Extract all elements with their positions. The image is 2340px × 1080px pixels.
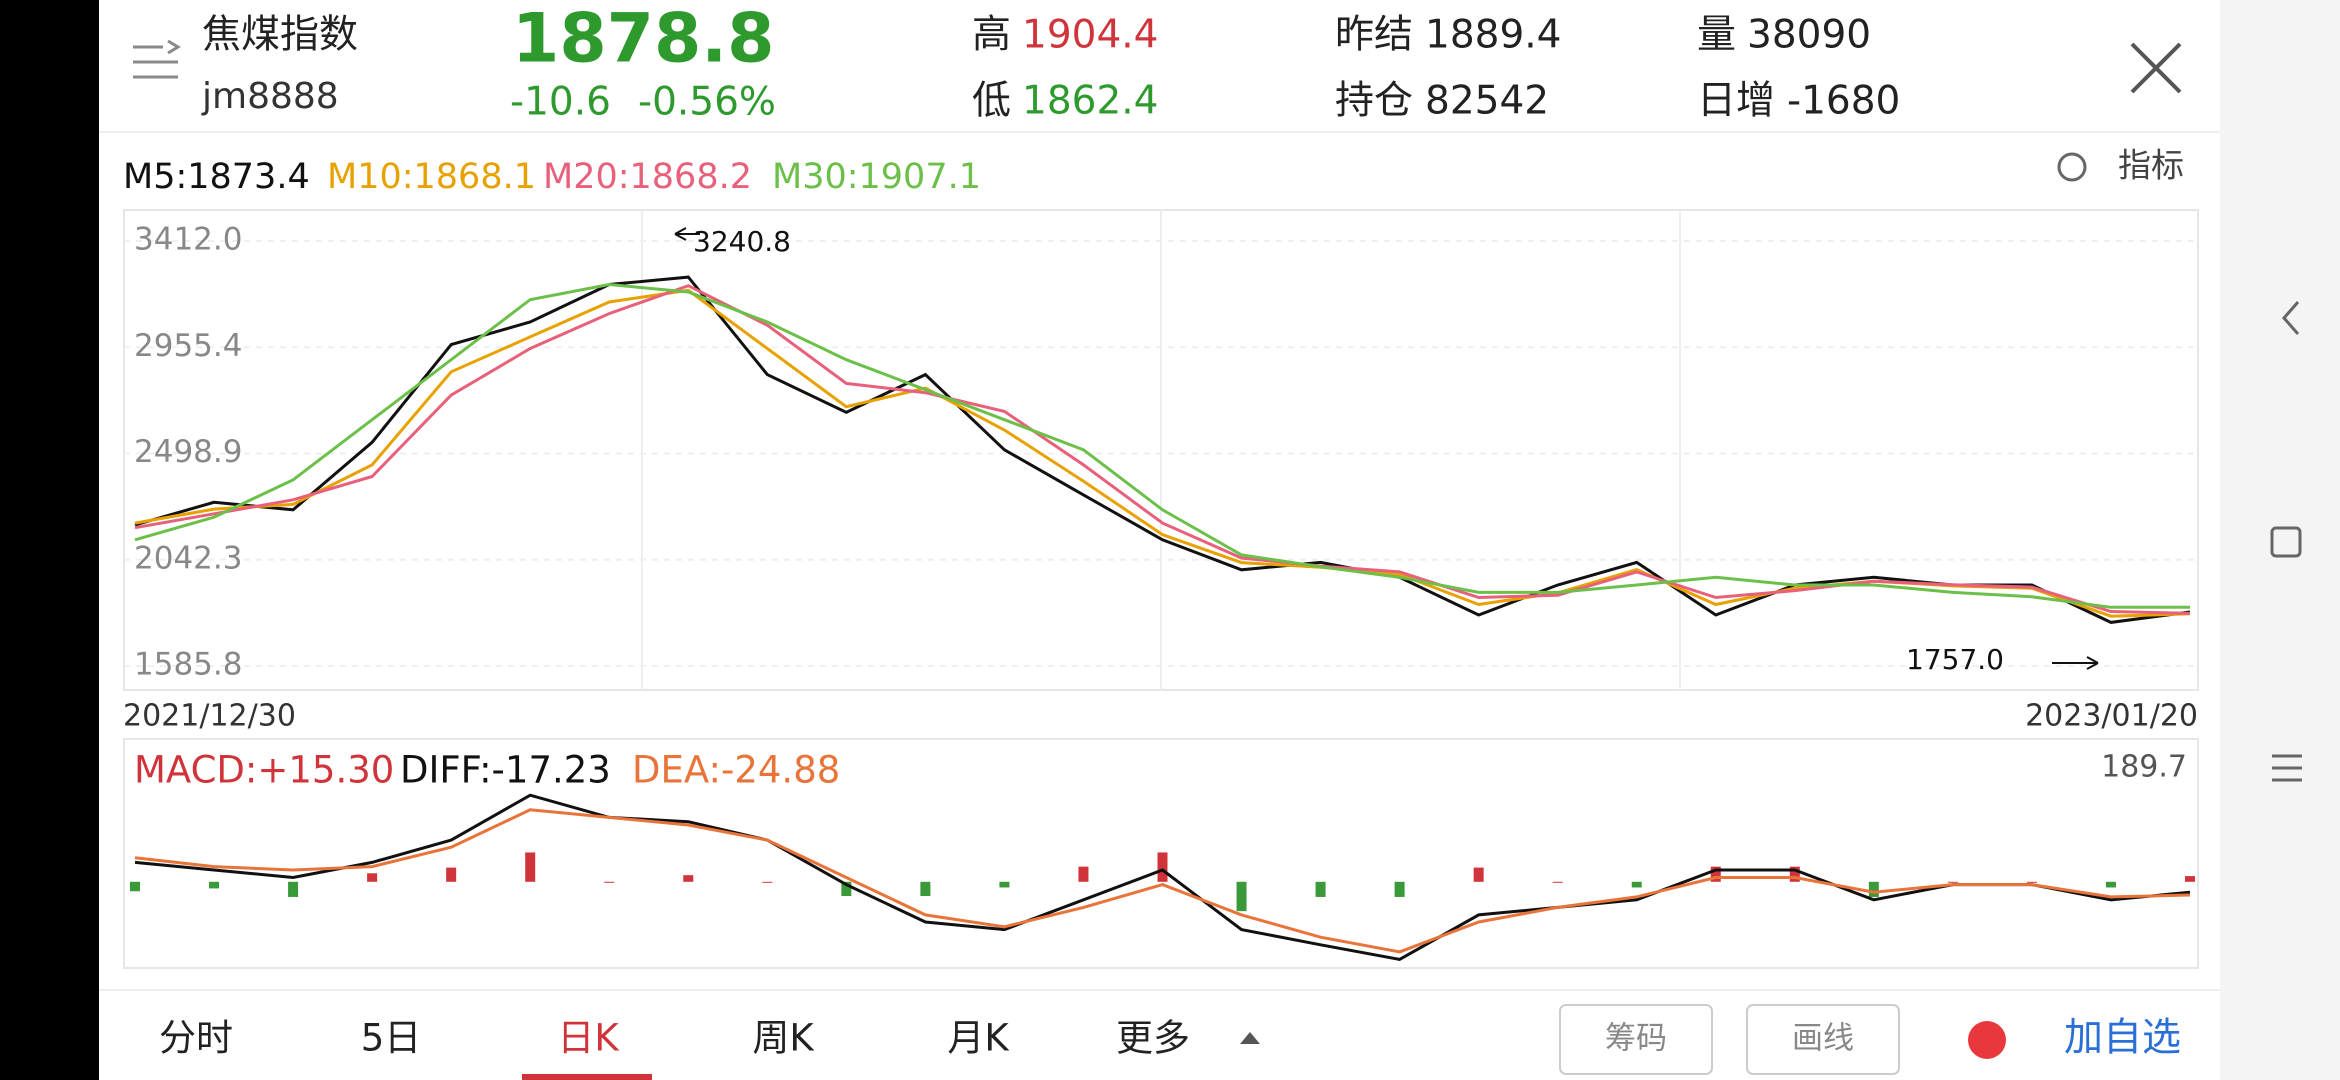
macd-bar xyxy=(525,852,536,882)
high-marker: 3240.8 xyxy=(693,225,791,258)
macd-bar xyxy=(1710,866,1721,882)
macd-legend: DEA:-24.88 xyxy=(632,749,840,792)
nav-home[interactable] xyxy=(2270,526,2302,558)
macd-bar xyxy=(1315,881,1326,897)
left-bezel xyxy=(0,0,99,1080)
tab-underline xyxy=(522,1074,652,1080)
y-tick-label: 2955.4 xyxy=(134,328,242,364)
macd-bar xyxy=(288,881,299,897)
date-start: 2021/12/30 xyxy=(123,699,296,734)
ma-line xyxy=(134,284,2191,615)
stat-value: 1904.4 xyxy=(1022,13,1158,58)
nav-menu[interactable] xyxy=(2272,754,2302,782)
marker-arrow xyxy=(674,227,700,241)
indicator-icon xyxy=(2057,152,2087,182)
y-tick-label: 189.7 xyxy=(2101,750,2187,785)
stat-label: 高 xyxy=(972,13,1011,58)
stat-value: 38090 xyxy=(1747,13,1871,58)
y-tick-label: 2042.3 xyxy=(134,540,242,576)
tab[interactable]: 5日 xyxy=(361,1017,422,1060)
stat-label: 日增 xyxy=(1697,79,1775,124)
button-frame[interactable] xyxy=(1559,1004,1713,1075)
legend-entry: M5:1873.4 xyxy=(123,157,310,197)
last-price: 1878.8 xyxy=(512,0,774,79)
stat-value: 1889.4 xyxy=(1425,13,1561,58)
ma-line xyxy=(134,275,2191,624)
macd-bar xyxy=(1473,867,1484,882)
y-tick-label: 1585.8 xyxy=(134,647,242,683)
tab[interactable]: 月K xyxy=(947,1017,1010,1060)
marker-arrow xyxy=(2052,656,2099,670)
macd-line xyxy=(134,808,2191,954)
button-frame[interactable] xyxy=(1746,1004,1900,1075)
button-label[interactable]: 画线 xyxy=(1792,1021,1854,1057)
contract-code: jm8888 xyxy=(201,76,339,117)
legend-entry: M10:1868.1 xyxy=(327,157,536,197)
macd-bar xyxy=(1868,881,1879,897)
y-tick-label: 3412.0 xyxy=(134,222,242,258)
price-change: -10.6 xyxy=(510,80,611,125)
add-watch[interactable]: 加自选 xyxy=(2064,1016,2181,1061)
stat-value: -1680 xyxy=(1787,79,1900,124)
y-tick-label: 2498.9 xyxy=(134,434,242,470)
stat-value: 1862.4 xyxy=(1022,79,1158,124)
macd-bar xyxy=(367,873,378,882)
macd-bar xyxy=(1078,866,1089,882)
stat-label: 量 xyxy=(1697,13,1736,58)
macd-bar xyxy=(1552,881,1563,883)
tab[interactable]: 更多 xyxy=(1116,1017,1190,1060)
macd-bar xyxy=(762,881,773,883)
ma-line xyxy=(134,282,2190,609)
macd-bar xyxy=(920,881,931,896)
watch-icon xyxy=(1968,1021,2006,1059)
macd-bar xyxy=(446,867,457,882)
tab[interactable]: 日K xyxy=(557,1017,620,1060)
stat-value: 82542 xyxy=(1425,79,1549,124)
macd-bar xyxy=(2026,881,2037,883)
tab[interactable]: 分时 xyxy=(159,1017,233,1060)
close-button[interactable] xyxy=(2130,42,2182,94)
more-arrow xyxy=(1240,1032,1260,1044)
macd-legend: MACD:+15.30 xyxy=(134,749,394,792)
macd-plot-frame xyxy=(123,738,2199,969)
tab[interactable]: 周K xyxy=(752,1017,815,1060)
price-change-pct: -0.56% xyxy=(638,80,776,125)
macd-bar xyxy=(683,875,694,882)
button-label[interactable]: 筹码 xyxy=(1605,1021,1667,1057)
legend-entry: M20:1868.2 xyxy=(543,157,752,197)
macd-bar xyxy=(999,881,1010,888)
low-marker: 1757.0 xyxy=(1906,643,2004,676)
macd-bar xyxy=(2105,881,2116,888)
nav-back[interactable] xyxy=(2282,301,2300,335)
macd-bar xyxy=(1394,881,1405,897)
contract-name: 焦煤指数 xyxy=(202,13,358,58)
macd-bar xyxy=(209,881,220,889)
indicator-button[interactable]: 指标 xyxy=(2118,146,2184,185)
macd-bar xyxy=(841,881,852,896)
stat-label: 昨结 xyxy=(1335,13,1413,58)
macd-bar xyxy=(1947,881,1958,883)
macd-legend: DIFF:-17.23 xyxy=(400,749,611,792)
legend-entry: M30:1907.1 xyxy=(772,157,981,197)
macd-line xyxy=(134,793,2191,961)
macd-bar xyxy=(1157,852,1168,882)
stat-label: 持仓 xyxy=(1335,79,1413,124)
macd-bar xyxy=(2185,876,2195,882)
macd-bar xyxy=(1789,866,1800,882)
stat-label: 低 xyxy=(972,79,1011,124)
macd-bar xyxy=(604,881,615,883)
nav-strip xyxy=(2220,0,2340,1080)
macd-bar xyxy=(1236,881,1247,912)
date-end: 2023/01/20 xyxy=(2025,699,2198,734)
menu-icon[interactable] xyxy=(133,39,181,79)
macd-bar xyxy=(1631,881,1642,888)
macd-bar xyxy=(130,881,140,892)
